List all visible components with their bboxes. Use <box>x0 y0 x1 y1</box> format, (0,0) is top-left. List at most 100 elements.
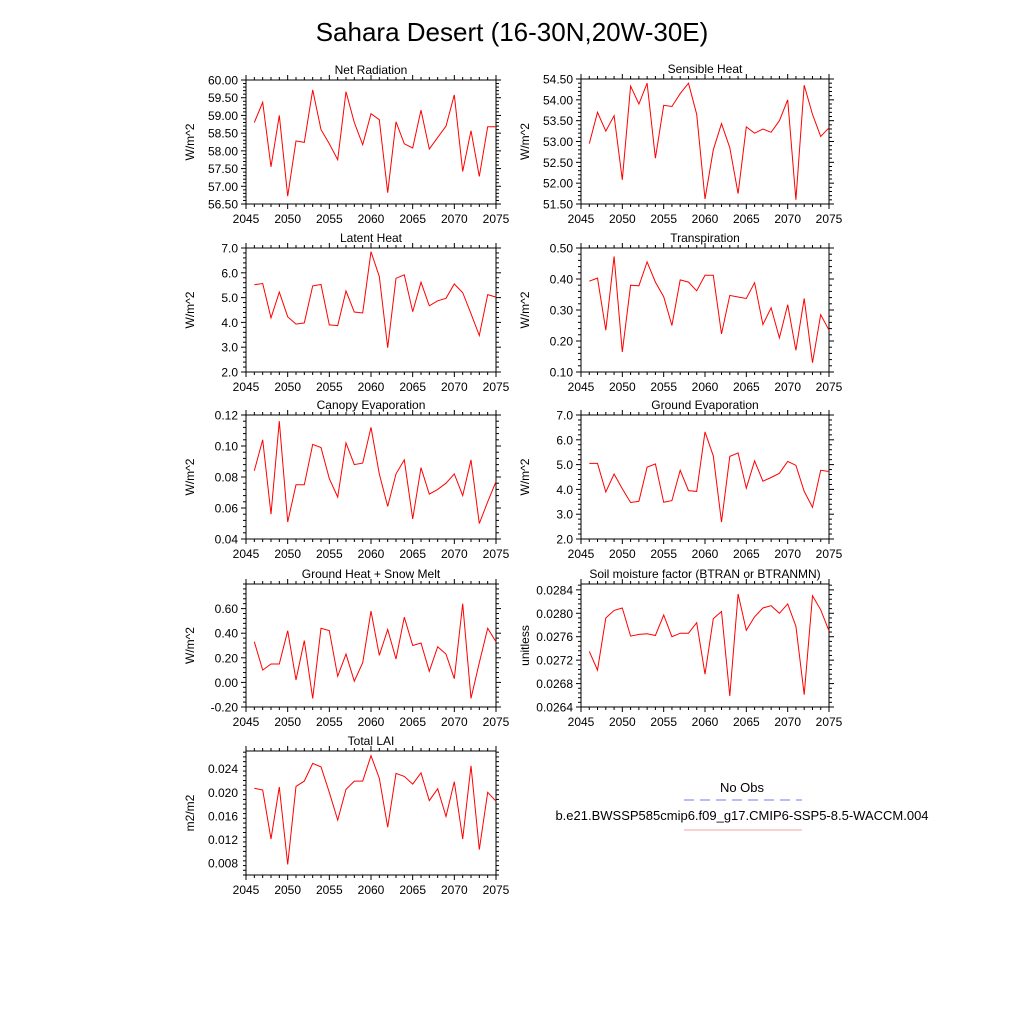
x-tick-label: 2050 <box>609 380 636 394</box>
panel-0: 2045 2050 2055 2060 2065 2070 2075 56.50 57.00 57… <box>183 63 510 226</box>
y-axis-label: W/m^2 <box>183 458 197 495</box>
y-tick-label: 0.12 <box>215 409 239 423</box>
x-tick-label: 2060 <box>692 715 719 729</box>
y-tick-label: 0.0268 <box>536 677 573 691</box>
x-tick-label: 2070 <box>441 715 468 729</box>
y-tick-label: 0.06 <box>215 502 239 516</box>
panel-4: 2045 2050 2055 2060 2065 2070 2075 0.04 0.06 0.08… <box>183 398 510 561</box>
plot-frame <box>580 247 830 373</box>
panel-2: 2045 2050 2055 2060 2065 2070 2075 2.0 3.0 4.0 5.0… <box>183 231 510 394</box>
series-line <box>588 593 830 696</box>
plot-frame <box>245 247 497 373</box>
x-tick-label: 2060 <box>358 380 385 394</box>
x-tick-label: 2065 <box>733 380 760 394</box>
main-title: Sahara Desert (16-30N,20W-30E) <box>316 17 709 47</box>
x-tick-label: 2070 <box>441 212 468 226</box>
panel-8: 2045 2050 2055 2060 2065 2070 2075 0.008 0.012 0.… <box>183 734 510 897</box>
x-tick-label: 2065 <box>399 715 426 729</box>
panel-title: Transpiration <box>670 231 740 245</box>
legend-obs-label: No Obs <box>720 780 765 795</box>
x-tick-label: 2045 <box>233 715 260 729</box>
panel-title: Sensible Heat <box>668 62 743 76</box>
y-tick-label: 0.016 <box>208 809 238 823</box>
x-tick-label: 2055 <box>316 212 343 226</box>
x-tick-label: 2050 <box>609 715 636 729</box>
x-tick-label: 2045 <box>568 547 595 561</box>
y-axis-label: m2/m2 <box>183 794 197 831</box>
y-tick-label: 58.50 <box>208 127 238 141</box>
x-tick-label: 2070 <box>774 715 801 729</box>
x-tick-label: 2050 <box>274 212 301 226</box>
y-tick-label: 0.60 <box>215 602 239 616</box>
x-tick-label: 2055 <box>316 547 343 561</box>
y-tick-label: 54.50 <box>543 73 573 87</box>
y-tick-label: 0.020 <box>208 786 238 800</box>
y-tick-label: 0.00 <box>215 676 239 690</box>
y-tick-label: 3.0 <box>556 508 573 522</box>
x-tick-label: 2060 <box>358 715 385 729</box>
y-tick-label: 6.0 <box>556 433 573 447</box>
x-tick-label: 2065 <box>733 715 760 729</box>
x-tick-label: 2060 <box>692 380 719 394</box>
x-tick-label: 2060 <box>692 212 719 226</box>
x-tick-label: 2075 <box>816 547 843 561</box>
y-tick-label: 0.10 <box>550 366 574 380</box>
panel-1: 2045 2050 2055 2060 2065 2070 2075 51.50 52.00 52… <box>518 62 843 226</box>
series-line <box>253 603 497 699</box>
y-tick-label: 57.00 <box>208 180 238 194</box>
y-tick-label: 0.50 <box>550 242 574 256</box>
x-tick-label: 2075 <box>816 212 843 226</box>
x-tick-label: 2045 <box>233 883 260 897</box>
x-tick-label: 2065 <box>399 212 426 226</box>
y-tick-label: 4.0 <box>556 483 573 497</box>
series-line <box>253 89 496 197</box>
y-tick-label: 0.08 <box>215 471 239 485</box>
y-axis-label: unitless <box>518 625 532 666</box>
x-tick-label: 2065 <box>399 547 426 561</box>
series-line <box>254 251 497 348</box>
x-tick-label: 2075 <box>483 212 510 226</box>
y-tick-label: 2.0 <box>556 533 573 547</box>
x-tick-label: 2050 <box>274 380 301 394</box>
x-tick-label: 2075 <box>816 715 843 729</box>
y-axis-label: W/m^2 <box>183 627 197 664</box>
panel-title: Ground Evaporation <box>651 398 758 412</box>
series-line <box>253 421 497 524</box>
x-tick-label: 2075 <box>483 715 510 729</box>
series-line <box>589 256 830 363</box>
y-tick-label: 59.00 <box>208 109 238 123</box>
y-tick-label: 0.0284 <box>536 583 573 597</box>
x-tick-label: 2055 <box>650 715 677 729</box>
y-tick-label: 2.0 <box>221 366 238 380</box>
x-tick-label: 2045 <box>568 715 595 729</box>
y-tick-label: 0.30 <box>550 304 574 318</box>
x-tick-label: 2070 <box>774 380 801 394</box>
x-tick-label: 2075 <box>483 883 510 897</box>
x-tick-label: 2060 <box>358 212 385 226</box>
y-tick-label: 53.00 <box>543 135 573 149</box>
x-tick-label: 2045 <box>233 212 260 226</box>
panel-title: Total LAI <box>348 734 395 748</box>
y-tick-label: 52.00 <box>543 177 573 191</box>
y-tick-label: -0.20 <box>211 701 239 715</box>
x-tick-label: 2055 <box>316 883 343 897</box>
x-tick-label: 2055 <box>650 212 677 226</box>
x-tick-label: 2070 <box>774 547 801 561</box>
x-tick-label: 2055 <box>316 380 343 394</box>
y-tick-label: 5.0 <box>556 458 573 472</box>
panel-5: 2045 2050 2055 2060 2065 2070 2075 2.0 3.0 4.0 5.0… <box>518 398 843 561</box>
series-line <box>588 82 830 200</box>
plot-frame <box>580 78 830 205</box>
x-tick-label: 2045 <box>233 547 260 561</box>
y-tick-label: 0.10 <box>215 440 239 454</box>
legend-case-label: b.e21.BWSSP585cmip6.f09_g17.CMIP6-SSP5-8… <box>555 808 928 823</box>
y-tick-label: 0.20 <box>550 335 574 349</box>
series-line <box>589 431 830 523</box>
x-tick-label: 2050 <box>274 547 301 561</box>
x-tick-label: 2065 <box>399 380 426 394</box>
panel-7: 2045 2050 2055 2060 2065 2070 2075 0.0264 0.0268… <box>518 567 843 729</box>
x-tick-label: 2070 <box>441 380 468 394</box>
y-tick-label: 59.50 <box>208 91 238 105</box>
y-tick-label: 53.50 <box>543 114 573 128</box>
x-tick-label: 2055 <box>650 547 677 561</box>
